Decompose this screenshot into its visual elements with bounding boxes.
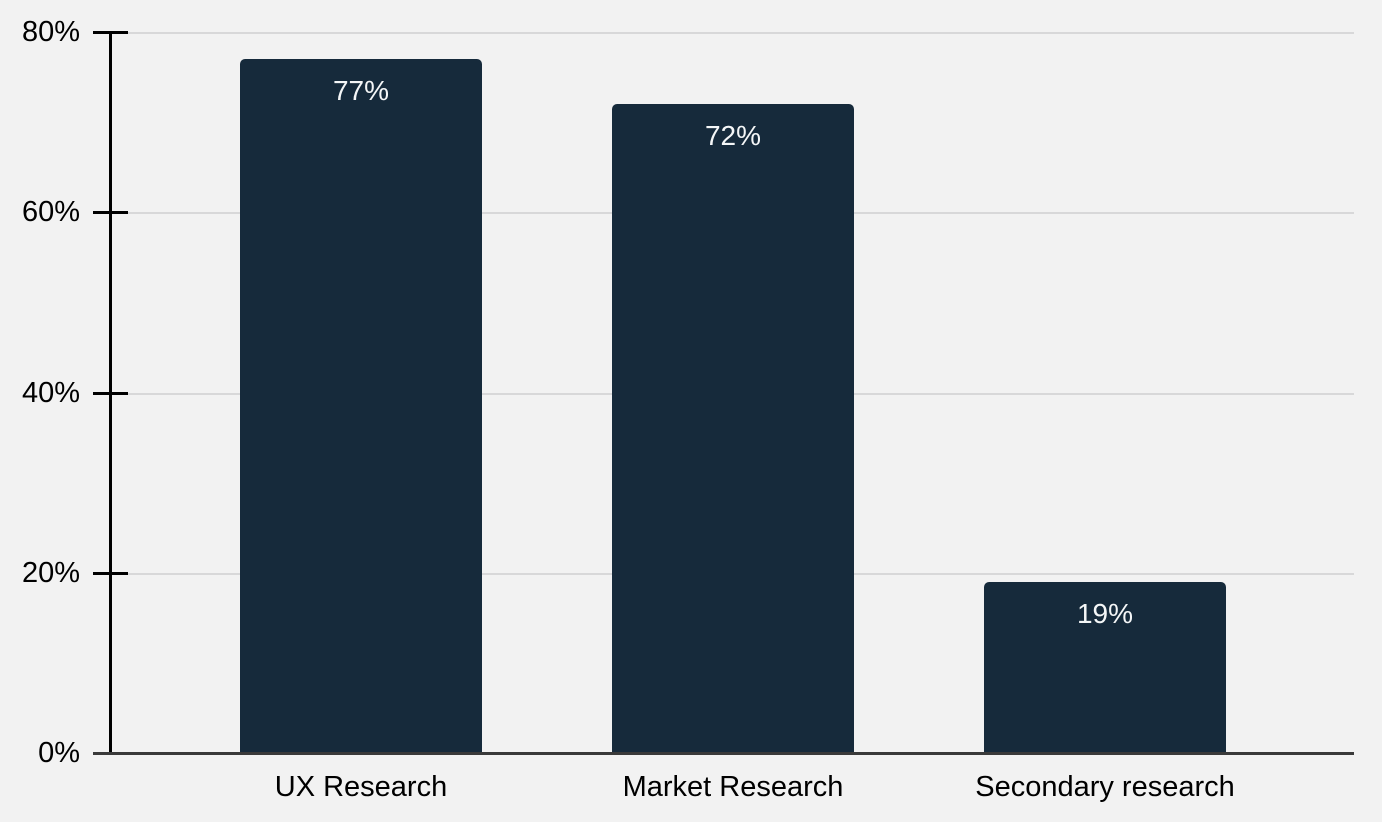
y-tick-label: 20% [21, 557, 80, 589]
y-tick-mark-20 [93, 572, 128, 575]
x-tick-label: Market Research [622, 771, 844, 803]
bar-ux-research: 77% [240, 59, 482, 753]
bar-market-research: 72% [612, 104, 854, 753]
bar-value-label: 72% [704, 120, 762, 151]
bar-secondary-research: 19% [984, 582, 1226, 753]
y-tick-mark-40 [93, 392, 128, 395]
x-tick-label: Secondary research [975, 771, 1235, 803]
bar-value-label: 77% [332, 75, 390, 106]
y-tick-label: 0% [38, 737, 80, 769]
y-tick-mark-80 [93, 31, 128, 34]
y-tick-mark-60 [93, 211, 128, 214]
y-tick-label: 40% [21, 377, 80, 409]
y-tick-label: 60% [21, 196, 80, 228]
x-axis-line [93, 752, 1354, 755]
x-tick-label: UX Research [274, 771, 448, 803]
gridline-80 [110, 32, 1354, 34]
y-tick-label: 80% [21, 16, 80, 48]
bar-value-label: 19% [1076, 598, 1134, 629]
